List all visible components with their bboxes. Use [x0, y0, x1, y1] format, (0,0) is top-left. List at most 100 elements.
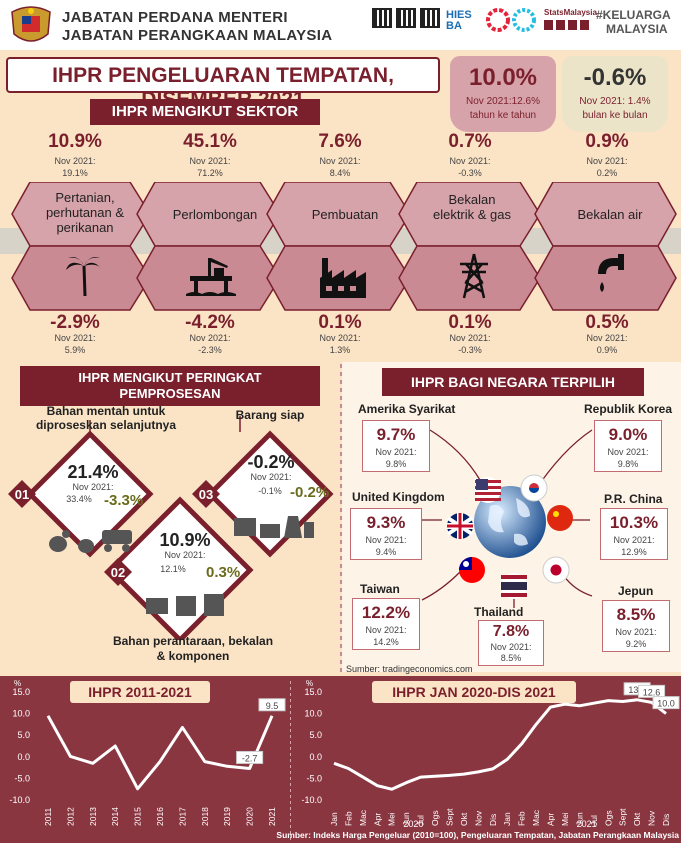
- keluarga-logo-1: #KELUARGA: [596, 8, 671, 22]
- palm-tree-icon: [66, 257, 102, 297]
- chart-divider: [290, 680, 291, 840]
- data-label-box: [258, 698, 286, 712]
- country-3-card: 9.3% Nov 2021: 9.4%: [350, 508, 422, 560]
- x-tick-label: 2011: [43, 807, 53, 826]
- country-1-card: 9.7% Nov 2021: 9.8%: [362, 420, 430, 472]
- sector-1-top-prev: 19.1%: [62, 168, 88, 178]
- x-tick-label: Nov: [647, 810, 657, 826]
- x-tick-label: 2016: [155, 807, 165, 826]
- y-tick-label: -5.0: [306, 773, 322, 783]
- sector-5-top-value: 0.9%: [585, 131, 629, 152]
- x-tick-label: 2021: [267, 807, 277, 826]
- sector-5-bot-prev-label: Nov 2021:: [586, 333, 628, 343]
- yoy-label: tahun ke tahun: [469, 110, 537, 121]
- sector-5-top-prev: 0.2%: [596, 168, 618, 178]
- country-banner: IHPR BAGI NEGARA TERPILIH: [382, 368, 644, 396]
- y-tick-label: -10.0: [9, 795, 30, 805]
- country-7-prev-label: Nov 2021:: [615, 627, 657, 637]
- x-tick-label: Jan: [329, 812, 339, 826]
- stage-3-prev-label: Nov 2021:: [250, 472, 292, 482]
- sector-3-name: Pembuatan: [311, 207, 379, 222]
- x-tick-label: Jun: [574, 812, 584, 826]
- x-tick-label: Mac: [358, 809, 368, 826]
- sector-1-bot-value: -2.9%: [50, 312, 100, 333]
- sector-2-name: Perlombongan: [172, 207, 258, 222]
- country-4-value: 10.3%: [609, 513, 659, 532]
- country-4-prev-label: Nov 2021:: [613, 535, 655, 545]
- finished-goods-icon: [234, 516, 314, 538]
- yoy-box: 10.0% Nov 2021:12.6% tahun ke tahun: [450, 56, 556, 132]
- stage-3-yoy: -0.2%: [247, 452, 295, 472]
- sector-3-top-prev-label: Nov 2021:: [319, 156, 361, 166]
- chart1-svg: %15.0 10.0 5.0 0.0 -5.0 -10.0 2011 2012 2013 2014…: [9, 679, 286, 826]
- qr-code-icon: [396, 8, 416, 28]
- qr-code-icon: [420, 8, 440, 28]
- sector-2-top-prev-label: Nov 2021:: [189, 156, 231, 166]
- sector-3-bot-prev: 1.3%: [329, 345, 351, 355]
- x-tick-label: Ogs: [430, 810, 440, 826]
- sector-5-name: Bekalan air: [577, 207, 643, 222]
- x-tick-label: Sept: [618, 808, 628, 826]
- stage-2-yoy: 10.9%: [159, 530, 211, 550]
- country-3-name: United Kingdom: [352, 490, 445, 504]
- tap-icon: [598, 254, 624, 292]
- sector-1-bot-prev: 5.9%: [64, 345, 86, 355]
- globe-icon: [474, 486, 546, 558]
- country-1-prev-label: Nov 2021:: [375, 447, 417, 457]
- chart1-title: IHPR 2011-2021: [70, 681, 210, 703]
- series-line: [333, 698, 667, 791]
- country-5-prev: 14.2%: [373, 637, 399, 647]
- stage-1-yoy: 21.4%: [67, 462, 119, 482]
- mom-label: bulan ke bulan: [582, 110, 648, 121]
- x-tick-label: Dis: [488, 814, 498, 826]
- data-label: 9.5: [266, 701, 279, 711]
- pylon-icon: [460, 253, 488, 299]
- y-tick-label: 15.0: [12, 687, 30, 697]
- data-label: -2.7: [242, 753, 258, 763]
- country-6-name: Thailand: [474, 605, 524, 619]
- sdg-wheel-icon: [512, 8, 536, 32]
- sector-4-top-value: 0.7%: [448, 131, 492, 152]
- x-tick-label: Mei: [387, 812, 397, 826]
- sector-4-top-prev-label: Nov 2021:: [449, 156, 491, 166]
- country-6-prev-label: Nov 2021:: [490, 642, 532, 652]
- x-tick-label: 2015: [133, 807, 143, 826]
- year-label: 2021: [577, 819, 597, 828]
- country-3-prev-label: Nov 2021:: [365, 535, 407, 545]
- sector-4-bot-prev: -0.3%: [458, 345, 482, 355]
- stage-1-prev: 33.4%: [66, 494, 92, 504]
- x-tick-label: Jul: [589, 815, 599, 826]
- sector-2-bot-prev: -2.3%: [198, 345, 222, 355]
- y-tick-label: 10.0: [304, 709, 322, 719]
- country-6-card: 7.8% Nov 2021: 8.5%: [478, 620, 544, 666]
- country-7-name: Jepun: [618, 584, 654, 598]
- data-label: 12.6: [643, 687, 661, 697]
- x-tick-label: Apr: [372, 813, 382, 826]
- country-6-prev: 8.5%: [500, 653, 522, 663]
- x-tick-label: Sept: [444, 808, 454, 826]
- panel-divider: [340, 362, 342, 672]
- japan-flag-icon: [542, 556, 570, 584]
- korea-flag-icon: [520, 474, 548, 502]
- sector-3-bot-value: 0.1%: [318, 312, 362, 333]
- stage-banner-line2: PEMPROSESAN: [119, 386, 221, 401]
- country-5-card: 12.2% Nov 2021: 14.2%: [352, 598, 420, 650]
- sector-3-top-prev: 8.4%: [329, 168, 351, 178]
- oil-rig-icon: [186, 258, 236, 296]
- x-tick-label: Dis: [661, 814, 671, 826]
- stage-1-num: 01: [14, 487, 30, 502]
- sector-3-top-value: 7.6%: [318, 131, 362, 152]
- y-tick-label: 0.0: [309, 752, 322, 762]
- data-label: 13.2: [628, 685, 646, 695]
- footer-source: Sumber: Indeks Harga Pengeluar (2010=100…: [276, 830, 679, 840]
- sector-4-bot-value: 0.1%: [448, 312, 492, 333]
- x-tick-label: Okt: [459, 812, 469, 826]
- country-1-prev: 9.8%: [385, 459, 407, 469]
- sector-3-bot-prev-label: Nov 2021:: [319, 333, 361, 343]
- x-tick-label: Jul: [416, 815, 426, 826]
- chart2-svg: %15.0 10.0 5.0 0.0 -5.0 -10.0 Jan Feb Mac Apr Mei J…: [301, 679, 680, 828]
- qr-code-icon: [372, 8, 392, 28]
- y-tick-label: 5.0: [17, 730, 30, 740]
- sector-1-top-value: 10.9%: [48, 131, 102, 152]
